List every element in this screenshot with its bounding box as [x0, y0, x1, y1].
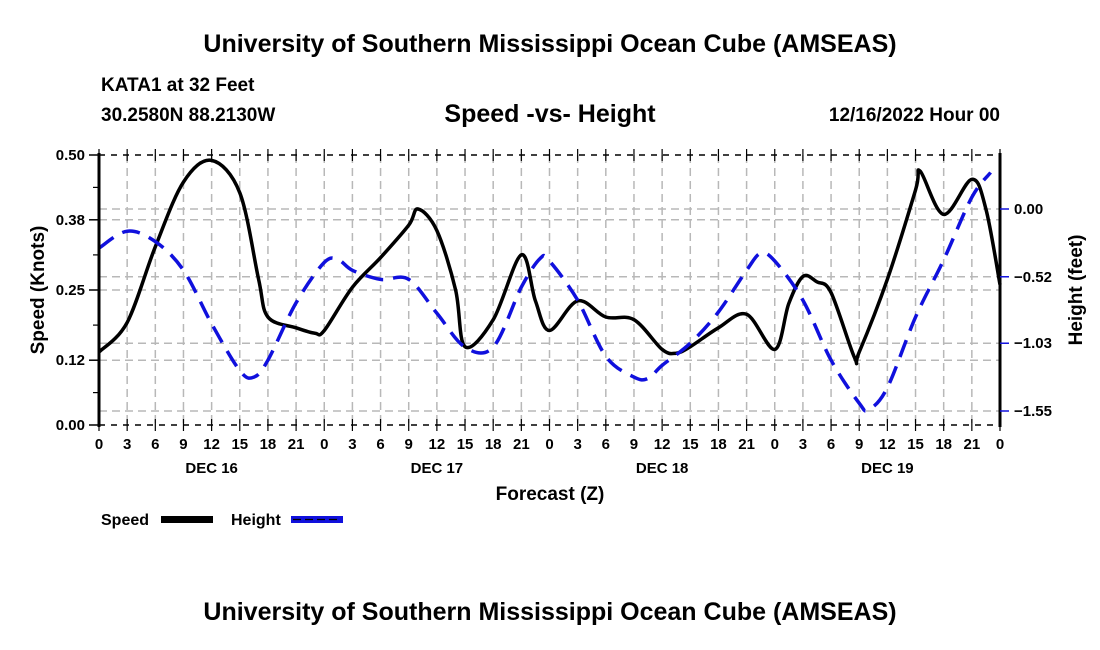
y2-tick-label: 0.00	[1014, 201, 1043, 218]
station-label: KATA1 at 32 Feet	[101, 75, 255, 96]
x-tick-label: 6	[151, 436, 159, 453]
x-axis-title: Forecast (Z)	[496, 484, 605, 505]
x-tick-label: 15	[682, 436, 699, 453]
x-tick-label: 6	[827, 436, 835, 453]
x-tick-label: 21	[964, 436, 981, 453]
x-day-label: DEC 18	[636, 460, 689, 477]
x-tick-label: 12	[429, 436, 446, 453]
x-tick-label: 12	[879, 436, 896, 453]
x-tick-label: 21	[513, 436, 530, 453]
y2-axis-title: Height (feet)	[1066, 235, 1087, 346]
legend-label-height: Height	[231, 512, 281, 529]
x-tick-label: 6	[602, 436, 610, 453]
x-tick-label: 12	[203, 436, 220, 453]
x-tick-label: 0	[95, 436, 103, 453]
footer-title: University of Southern Mississippi Ocean…	[203, 598, 897, 626]
legend-label-speed: Speed	[101, 512, 149, 529]
x-tick-label: 9	[179, 436, 187, 453]
axis-ticks	[89, 149, 1009, 431]
x-tick-label: 15	[907, 436, 924, 453]
x-tick-label: 0	[996, 436, 1004, 453]
x-day-label: DEC 16	[185, 460, 238, 477]
x-tick-label: 18	[710, 436, 727, 453]
x-tick-label: 18	[260, 436, 277, 453]
x-day-label: DEC 17	[411, 460, 464, 477]
series-line-height	[98, 171, 992, 413]
y-tick-label: 0.25	[56, 282, 85, 299]
x-tick-label: 12	[654, 436, 671, 453]
series-lines	[97, 158, 1002, 413]
x-tick-label: 6	[376, 436, 384, 453]
x-tick-label: 21	[288, 436, 305, 453]
legend: Speed Height	[101, 512, 343, 529]
y-tick-label: 0.50	[56, 147, 85, 164]
x-tick-label: 0	[320, 436, 328, 453]
x-tick-label: 9	[855, 436, 863, 453]
y-tick-label: 0.00	[56, 417, 85, 434]
x-tick-label: 3	[799, 436, 807, 453]
x-tick-label: 9	[405, 436, 413, 453]
y-tick-label: 0.38	[56, 212, 85, 229]
x-tick-label: 15	[457, 436, 474, 453]
x-day-label: DEC 19	[861, 460, 914, 477]
main-title: University of Southern Mississippi Ocean…	[203, 30, 897, 58]
y2-tick-label: −1.03	[1014, 335, 1052, 352]
x-tick-label: 3	[573, 436, 581, 453]
x-tick-label: 3	[348, 436, 356, 453]
axis-labels: 0 3 6 9 12 15 18 21 0 3 6 9 12 15 18 21 0 3 6 9 12 15 18 21 0 3 6 9…	[56, 147, 1052, 477]
x-tick-label: 0	[545, 436, 553, 453]
y2-tick-label: −0.52	[1014, 269, 1052, 286]
x-tick-label: 18	[935, 436, 952, 453]
x-tick-label: 21	[738, 436, 755, 453]
x-tick-label: 3	[123, 436, 131, 453]
series-line-speed	[97, 158, 1002, 366]
x-tick-label: 9	[630, 436, 638, 453]
forecast-datetime: 12/16/2022 Hour 00	[828, 105, 1000, 126]
grid-lines	[99, 155, 1000, 425]
coordinates-label: 30.2580N 88.2130W	[101, 105, 276, 126]
x-tick-label: 18	[485, 436, 502, 453]
y-tick-label: 0.12	[56, 352, 85, 369]
legend-swatch-speed	[161, 516, 213, 523]
x-tick-label: 15	[231, 436, 248, 453]
chart-title: Speed -vs- Height	[444, 100, 656, 128]
x-tick-label: 0	[771, 436, 779, 453]
y2-tick-label: −1.55	[1014, 403, 1052, 420]
y-axis-title: Speed (Knots)	[28, 226, 49, 355]
